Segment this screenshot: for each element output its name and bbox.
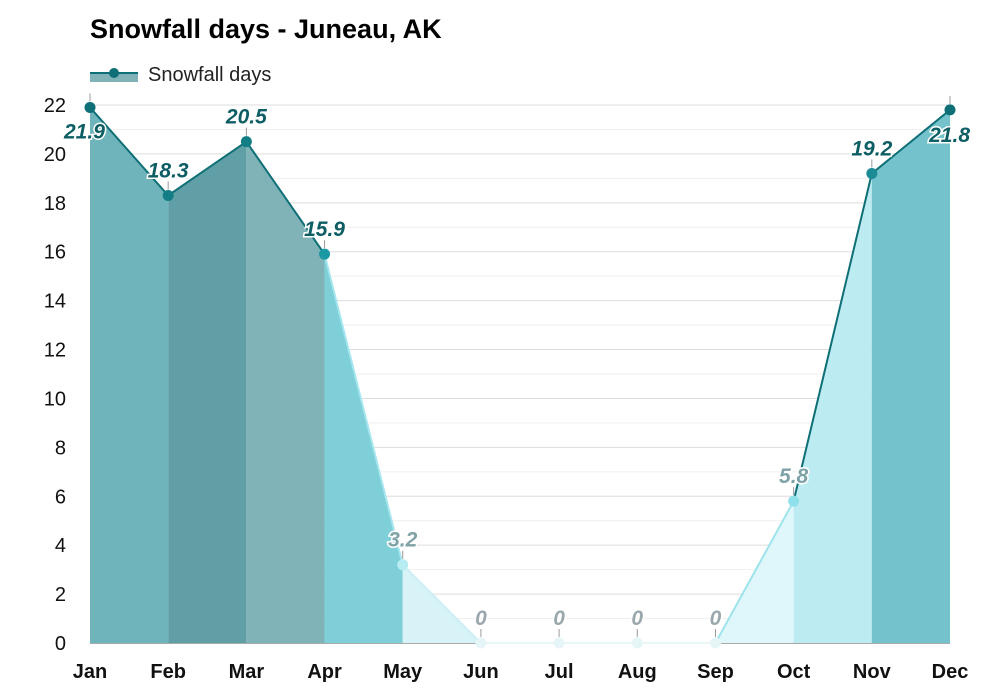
series-line-segment [323,253,404,565]
series-line-segment [871,109,951,175]
data-label-nov: 19.2 [851,137,892,160]
data-label-may: 3.2 [388,529,418,552]
legend-swatch [90,68,138,82]
series-line-segment [714,500,795,644]
series-line-segment [792,173,873,502]
marker-mar [240,136,252,148]
series-line-segment [89,106,169,197]
marker-aug [631,637,643,649]
y-tick-label: 18 [44,193,66,215]
x-tick-label-feb: Feb [150,661,186,683]
y-tick-label: 6 [55,486,66,508]
area-segment-nov [871,109,950,643]
area-segment-jan [90,107,169,644]
x-tick-label-apr: Apr [307,661,342,683]
x-tick-label-sep: Sep [697,661,734,683]
y-tick-label: 0 [55,633,66,655]
data-label-jul: 0 [553,607,565,630]
area-segment-apr [324,254,403,643]
data-label-sep: 0 [710,607,722,630]
x-tick-label-jun: Jun [463,661,499,683]
x-tick-label-aug: Aug [618,661,657,683]
marker-feb [162,189,174,201]
marker-apr [319,248,331,260]
data-label-mar: 20.5 [225,106,267,129]
y-tick-label: 2 [55,584,66,606]
data-label-jun: 0 [475,607,487,630]
x-tick-label-mar: Mar [229,661,265,683]
series-line-segment [245,141,326,255]
area-segment-mar [246,141,325,643]
marker-nov [866,167,878,179]
y-tick-label: 20 [44,144,66,166]
chart-title: Snowfall days - Juneau, AK [90,14,442,44]
data-labels: 21.9 18.3 20.5 15.9 3.2 0 0 0 0 5.8 19.2 21.8 [62,104,972,631]
data-markers [84,101,956,649]
data-label-oct: 5.8 [779,465,809,488]
y-tick-label: 4 [55,535,66,557]
data-label-feb: 18.3 [148,159,189,182]
x-tick-label-nov: Nov [853,661,892,683]
data-label-apr: 15.9 [304,218,345,241]
x-tick-label-may: May [383,661,423,683]
x-axis-tick-labels: Jan Feb Mar Apr May Jun Jul Aug Sep Oct Nov Dec [73,661,969,683]
data-label-aug: 0 [631,607,643,630]
area-segments [90,107,950,644]
area-segment-oct [793,173,872,644]
marker-jan [84,101,96,113]
y-tick-label: 10 [44,388,66,410]
y-tick-label: 8 [55,437,66,459]
marker-jul [553,637,565,649]
series-line-segment [167,140,247,197]
legend-label: Snowfall days [148,63,272,86]
x-tick-label-jul: Jul [545,661,574,683]
area-segment-feb [168,141,247,643]
y-tick-label: 14 [44,291,66,313]
series-line-segment [402,564,482,644]
x-tick-label-jan: Jan [73,661,107,683]
data-label-dec: 21.8 [928,124,970,147]
marker-jun [475,637,487,649]
y-tick-label: 12 [44,340,66,362]
series-lines [89,106,951,644]
data-label-ticks [89,93,951,637]
marker-may [397,559,409,571]
y-axis-tick-labels: 0 2 4 6 8 10 12 14 16 18 20 22 [44,95,66,655]
data-label-jan: 21.9 [63,120,105,143]
x-tick-label-oct: Oct [777,661,811,683]
y-tick-label: 22 [44,95,66,117]
y-tick-label: 16 [44,242,66,264]
marker-sep [709,637,721,649]
marker-oct [788,495,800,507]
marker-dec [944,104,956,116]
legend: Snowfall days [90,62,271,88]
x-tick-label-dec: Dec [932,661,969,683]
legend-swatch-icon [90,68,138,82]
